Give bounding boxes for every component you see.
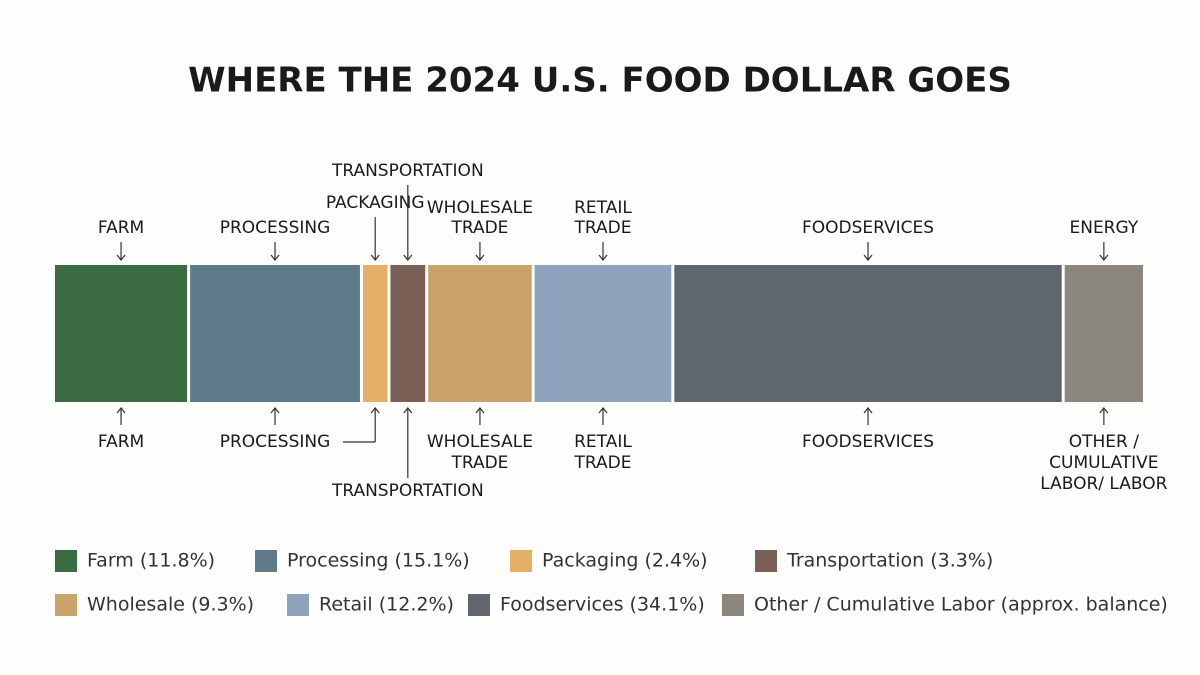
- top-label: TRADE: [574, 218, 632, 238]
- bar-segment: [55, 265, 188, 402]
- arrow-head: [598, 254, 608, 261]
- bottom-label: FOODSERVICES: [802, 432, 934, 452]
- chart-title: WHERE THE 2024 U.S. FOOD DOLLAR GOES: [188, 61, 1012, 101]
- bottom-label: LABOR/ LABOR: [1040, 474, 1167, 494]
- arrow-head: [116, 254, 126, 261]
- arrow-head: [403, 407, 413, 414]
- top-label: WHOLESALE: [427, 198, 533, 218]
- top-label: ENERGY: [1069, 218, 1138, 238]
- legend-swatch: [722, 594, 744, 616]
- bottom-label: CUMULATIVE: [1049, 453, 1158, 473]
- legend-swatch: [255, 550, 277, 572]
- arrow-head: [116, 407, 126, 414]
- bottom-label: TRADE: [574, 453, 632, 473]
- arrow-head: [270, 407, 280, 414]
- legend-swatch: [510, 550, 532, 572]
- legend-label: Processing (15.1%): [287, 550, 470, 572]
- top-label: FOODSERVICES: [802, 218, 934, 238]
- legend-label: Transportation (3.3%): [786, 550, 993, 572]
- bottom-label: WHOLESALE: [427, 432, 533, 452]
- legend-label: Farm (11.8%): [87, 550, 215, 572]
- arrow-head: [403, 254, 413, 261]
- arrow-head: [475, 254, 485, 261]
- arrow-head: [1099, 407, 1109, 414]
- bottom-label: PROCESSING: [220, 432, 331, 452]
- top-label: TRADE: [450, 218, 508, 238]
- bar-segment: [362, 265, 388, 402]
- bar-segment: [390, 265, 426, 402]
- legend-label: Retail (12.2%): [319, 594, 454, 616]
- legend-swatch: [55, 550, 77, 572]
- top-label: PACKAGING: [326, 193, 425, 213]
- legend-label: Wholesale (9.3%): [87, 594, 254, 616]
- top-label: PROCESSING: [220, 218, 331, 238]
- top-label: RETAIL: [574, 198, 632, 218]
- arrow-head: [370, 407, 380, 414]
- bar-segment: [428, 265, 532, 402]
- bar-segment: [674, 265, 1062, 402]
- top-label: FARM: [98, 218, 144, 238]
- bottom-label: TRADE: [450, 453, 508, 473]
- legend-swatch: [287, 594, 309, 616]
- legend-label: Foodservices (34.1%): [500, 594, 705, 616]
- bottom-label: FARM: [98, 432, 144, 452]
- bar-segment: [1064, 265, 1143, 402]
- bar-segment: [190, 265, 360, 402]
- arrow-head: [863, 254, 873, 261]
- bar-segment: [534, 265, 672, 402]
- bottom-label: OTHER /: [1069, 432, 1140, 452]
- arrow-head: [863, 407, 873, 414]
- legend-swatch: [468, 594, 490, 616]
- arrow-head: [370, 254, 380, 261]
- legend-swatch: [755, 550, 777, 572]
- arrow-head: [598, 407, 608, 414]
- legend-swatch: [55, 594, 77, 616]
- arrow-head: [270, 254, 280, 261]
- legend-label: Packaging (2.4%): [542, 550, 708, 572]
- bottom-label: RETAIL: [574, 432, 632, 452]
- bottom-label: TRANSPORTATION: [331, 481, 484, 501]
- arrow-head: [475, 407, 485, 414]
- top-label: TRANSPORTATION: [331, 161, 484, 181]
- arrow-head: [1099, 254, 1109, 261]
- legend-label: Other / Cumulative Labor (approx. balanc…: [754, 594, 1168, 616]
